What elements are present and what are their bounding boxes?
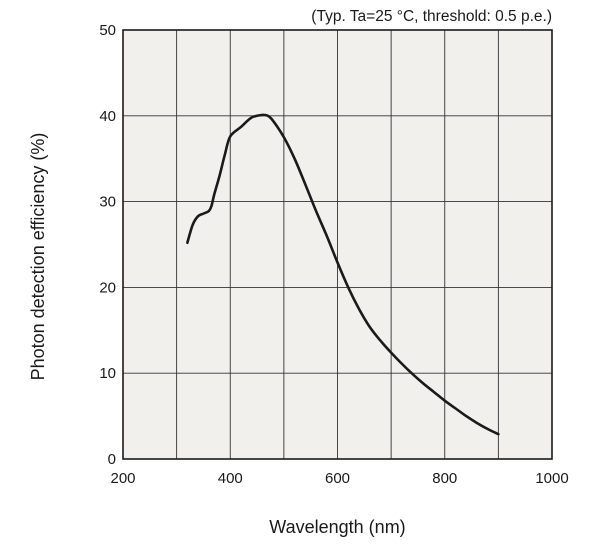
y-axis-title: Photon detection efficiency (%) [28, 133, 48, 381]
y-tick-labels: 0 10 20 30 40 50 [99, 22, 116, 468]
x-tick-label: 600 [325, 470, 350, 487]
chart-annotation: (Typ. Ta=25 °C, threshold: 0.5 p.e.) [311, 8, 552, 25]
y-tick-label: 40 [99, 108, 116, 125]
y-tick-label: 30 [99, 194, 116, 211]
grid-lines [123, 30, 552, 459]
x-axis-title: Wavelength (nm) [269, 517, 405, 537]
y-tick-label: 0 [108, 451, 116, 468]
x-tick-label: 1000 [535, 470, 568, 487]
plot-frame [122, 29, 553, 460]
x-tick-label: 200 [110, 470, 135, 487]
x-tick-labels: 200 400 600 800 1000 [110, 470, 568, 487]
series-line [186, 113, 500, 436]
x-tick-label: 400 [218, 470, 243, 487]
y-tick-label: 10 [99, 365, 116, 382]
y-tick-label: 50 [99, 22, 116, 39]
x-tick-label: 800 [432, 470, 457, 487]
y-tick-label: 20 [99, 279, 116, 296]
